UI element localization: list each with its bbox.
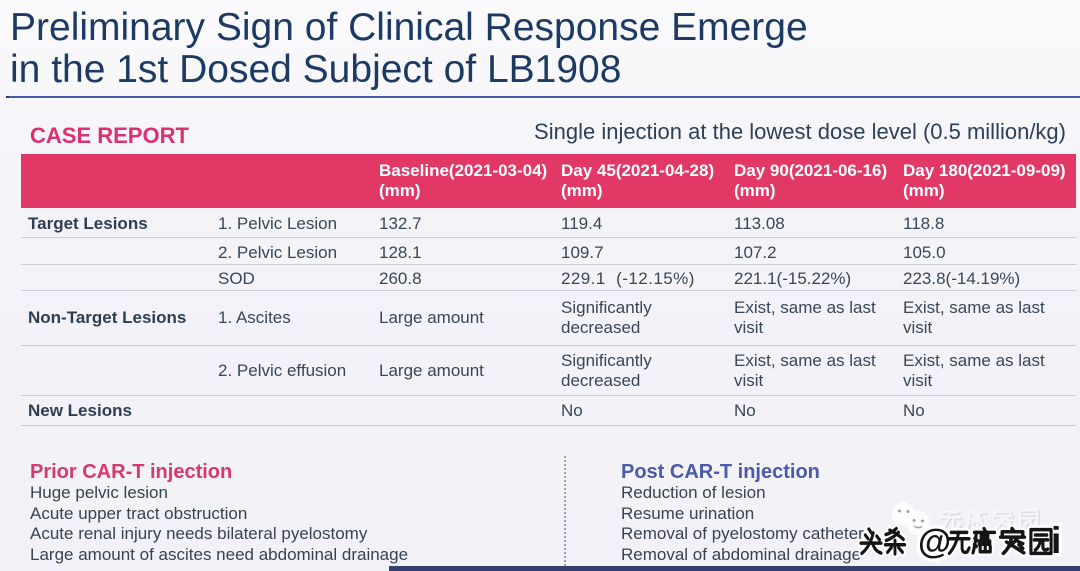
svg-text:@: @ — [918, 523, 951, 561]
svg-text:@: @ — [918, 523, 951, 561]
svg-text:i: i — [1051, 520, 1061, 561]
